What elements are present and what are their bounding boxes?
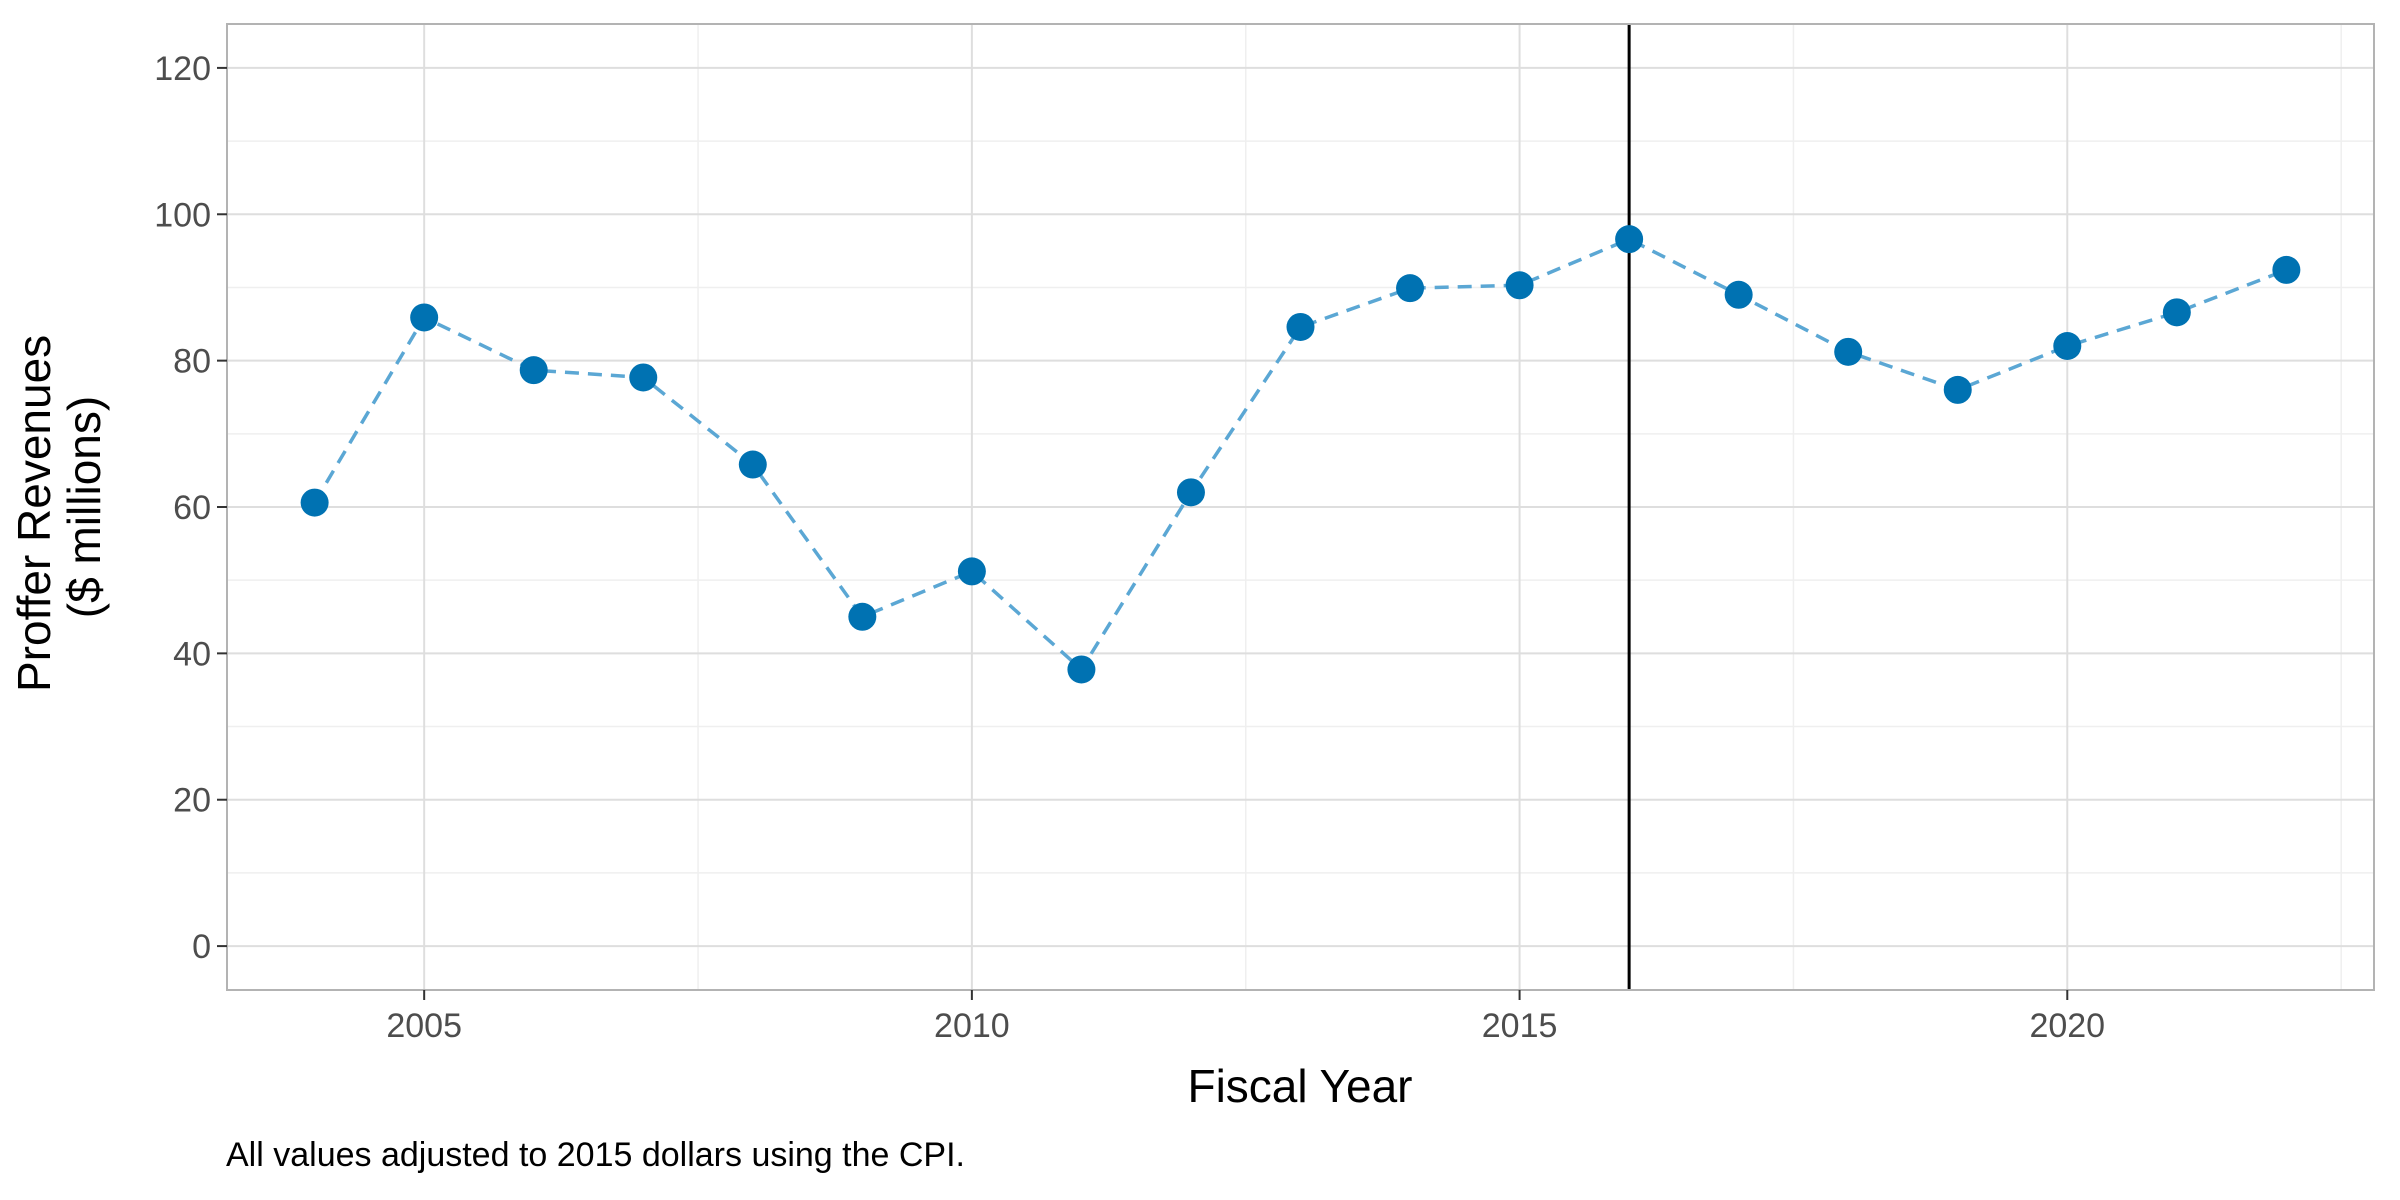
y-tick-label: 20: [173, 782, 211, 820]
data-point: [738, 450, 767, 479]
data-point: [1396, 274, 1425, 303]
gridlines: [227, 24, 2374, 990]
data-point: [1067, 655, 1096, 684]
x-axis-title: Fiscal Year: [1187, 1060, 1412, 1112]
data-point: [519, 356, 548, 385]
chart-caption: All values adjusted to 2015 dollars usin…: [226, 1136, 965, 1174]
data-point: [2162, 298, 2191, 327]
x-tick-label: 2005: [386, 1007, 462, 1045]
data-point: [2272, 255, 2301, 284]
y-axis-title: Proffer Revenues ($ millions): [8, 322, 110, 692]
data-point: [1615, 225, 1644, 254]
data-point: [300, 488, 329, 517]
data-point: [848, 602, 877, 631]
data-point: [1943, 375, 1972, 404]
y-tick-label: 60: [173, 489, 211, 527]
data-point: [1505, 271, 1534, 300]
y-tick-label: 120: [154, 50, 211, 88]
y-axis-title-line-2: ($ millions): [58, 396, 110, 618]
data-point: [629, 363, 658, 392]
y-axis-ticks: 0 20 40 60 80 100 120: [154, 50, 227, 966]
data-point: [1176, 478, 1205, 507]
data-point: [957, 557, 986, 586]
y-tick-label: 40: [173, 635, 211, 673]
data-point: [1834, 337, 1863, 366]
y-tick-label: 100: [154, 196, 211, 234]
x-axis-ticks: 2005 2010 2015 2020: [386, 990, 2105, 1045]
y-axis-title-line-1: Proffer Revenues: [8, 335, 60, 692]
data-point: [410, 303, 439, 332]
y-tick-label: 80: [173, 343, 211, 381]
data-point: [1724, 280, 1753, 309]
x-tick-label: 2010: [934, 1007, 1010, 1045]
data-point: [2053, 332, 2082, 360]
data-point: [1286, 312, 1315, 341]
series-group: [300, 225, 2301, 684]
x-tick-label: 2015: [1482, 1007, 1558, 1045]
x-tick-label: 2020: [2029, 1007, 2105, 1045]
y-tick-label: 0: [192, 928, 211, 966]
